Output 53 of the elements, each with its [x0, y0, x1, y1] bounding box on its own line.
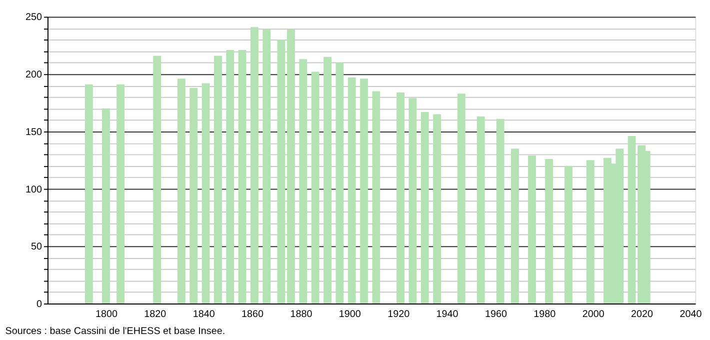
bar — [177, 78, 186, 304]
x-tick-label: 1860 — [242, 308, 264, 320]
x-tick-label: 2020 — [631, 308, 654, 320]
bar — [190, 88, 198, 304]
bar — [496, 118, 504, 304]
bar — [564, 166, 572, 304]
bar — [408, 98, 417, 304]
x-tick-label: 1800 — [95, 308, 118, 320]
bar — [311, 72, 320, 304]
bar — [372, 91, 380, 304]
x-tick-label: 1840 — [192, 308, 216, 320]
x-tick-label: 1900 — [338, 308, 362, 320]
bar — [545, 158, 553, 304]
bar — [238, 50, 246, 304]
x-tick-label: 2040 — [680, 308, 702, 320]
x-tick-label: 1960 — [484, 308, 508, 320]
y-tick-label: 200 — [26, 70, 43, 81]
bar — [226, 50, 234, 304]
bar — [299, 59, 308, 304]
bar — [277, 40, 286, 304]
bar — [528, 156, 536, 304]
bar — [476, 116, 485, 304]
bar — [116, 84, 125, 304]
bar — [287, 29, 295, 304]
y-tick-label: 150 — [26, 126, 43, 138]
bar — [360, 78, 368, 304]
x-tick-label: 1880 — [290, 308, 313, 320]
bar — [586, 160, 594, 304]
bar — [153, 56, 162, 304]
bar — [420, 112, 429, 304]
bar — [457, 94, 466, 304]
bar — [396, 92, 404, 304]
bar — [84, 84, 93, 304]
y-tick-label: 0 — [36, 298, 43, 310]
bar — [214, 56, 222, 304]
source-note: Sources : base Cassini de l'EHESS et base Insee. — [5, 326, 226, 338]
bar — [336, 62, 344, 304]
bar — [510, 148, 519, 304]
x-tick-label: 1940 — [436, 308, 459, 320]
bar — [262, 29, 271, 304]
bar — [348, 78, 356, 304]
bar — [250, 27, 258, 304]
x-tick-label: 1920 — [388, 308, 410, 320]
y-tick-label: 100 — [26, 184, 43, 196]
bar — [324, 56, 332, 304]
y-tick-label: 50 — [31, 242, 43, 253]
bar — [102, 108, 110, 304]
y-tick-label: 250 — [26, 12, 43, 24]
x-tick-label: 2000 — [582, 308, 605, 320]
bar — [202, 83, 210, 304]
bar — [433, 114, 441, 304]
x-tick-label: 1980 — [534, 308, 556, 320]
x-tick-label: 1820 — [144, 308, 167, 320]
